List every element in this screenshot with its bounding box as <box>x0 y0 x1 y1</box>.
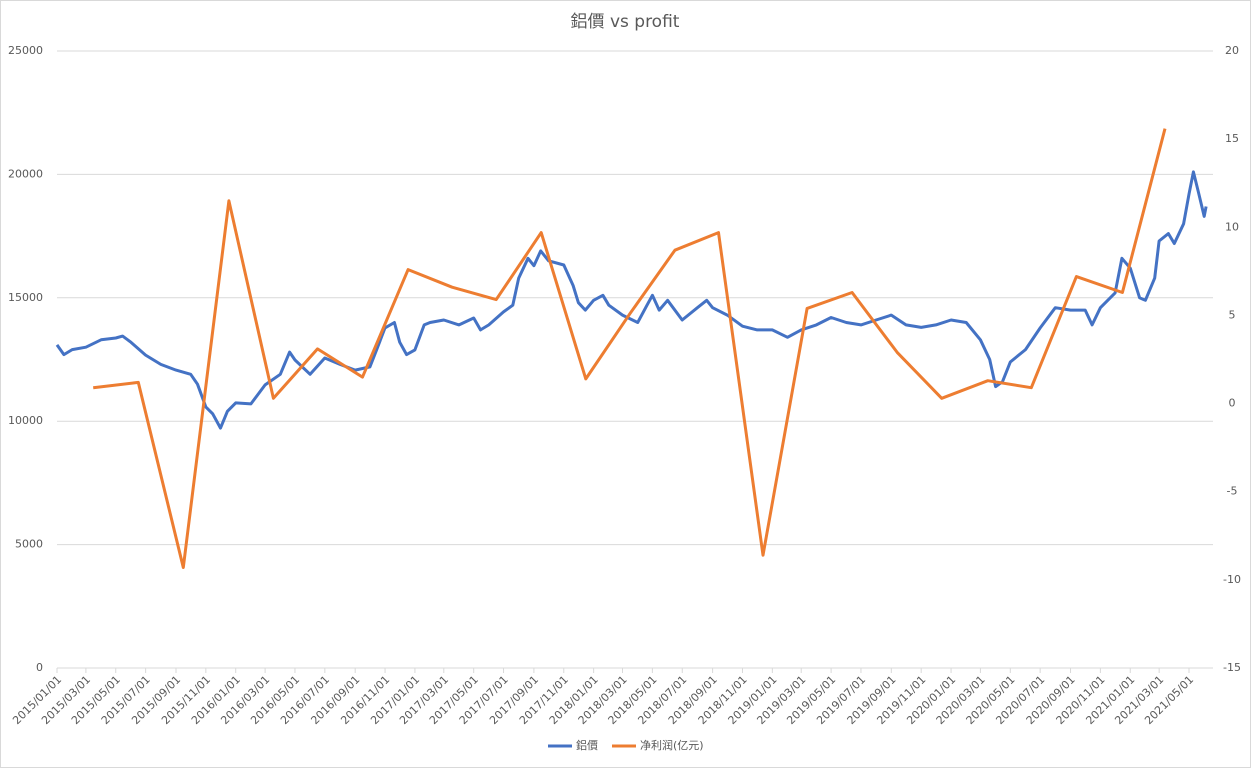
legend-label: 鋁價 <box>576 738 598 752</box>
y2-tick-label: -15 <box>1223 661 1241 674</box>
series-line <box>93 128 1167 569</box>
y-tick-label: 0 <box>36 661 43 674</box>
y-tick-label: 25000 <box>8 44 43 57</box>
y2-tick-label: 20 <box>1225 44 1239 57</box>
legend-label: 净利润(亿元) <box>640 738 704 752</box>
y-tick-label: 10000 <box>8 414 43 427</box>
y2-tick-label: 5 <box>1229 308 1236 321</box>
y2-tick-label: -10 <box>1223 573 1241 586</box>
y-tick-label: 15000 <box>8 291 43 304</box>
y-tick-label: 20000 <box>8 167 43 180</box>
y-tick-label: 5000 <box>15 538 43 551</box>
y2-tick-label: 15 <box>1225 132 1239 145</box>
y2-tick-label: -5 <box>1227 485 1238 498</box>
y2-tick-label: 0 <box>1229 397 1236 410</box>
series-line <box>55 170 1208 430</box>
y2-tick-label: 10 <box>1225 220 1239 233</box>
chart-title: 鋁價 vs profit <box>571 12 680 32</box>
